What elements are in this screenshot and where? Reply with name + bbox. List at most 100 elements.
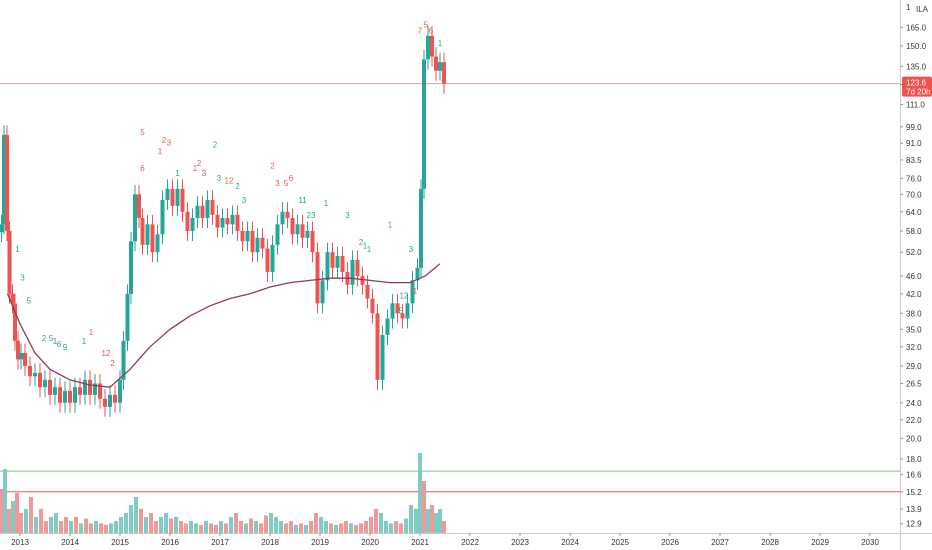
y-tick-label: 99.0 [906, 123, 922, 132]
volume-bar [359, 523, 363, 533]
candle-body [430, 35, 434, 57]
x-tick-label: 2016 [161, 538, 179, 547]
count-label: 2 [213, 141, 218, 150]
count-label: 2 [359, 238, 364, 247]
candle-body [315, 252, 320, 304]
volume-bar [79, 523, 83, 533]
y-tick-label: 16.6 [906, 471, 922, 480]
x-tick-label: 2017 [211, 538, 229, 547]
x-tick-label: 2013 [11, 538, 29, 547]
candle-body [285, 211, 290, 218]
volume-bar [239, 521, 243, 533]
count-label: 11 [298, 196, 307, 205]
count-label: 6 [429, 26, 434, 35]
volume-bar [199, 525, 203, 533]
count-label: 3 [345, 211, 350, 220]
volume-bar [64, 517, 68, 533]
candle-body [78, 387, 82, 395]
candle-body [125, 293, 130, 341]
candle-body [53, 387, 57, 395]
candle-body [365, 284, 370, 299]
y-tick-label: 135.0 [906, 62, 927, 71]
volume-bar [179, 521, 183, 533]
count-label: 2 [270, 161, 275, 170]
volume-bar [154, 521, 158, 533]
candle-body [320, 280, 325, 304]
volume-bar [279, 521, 283, 533]
volume-bar [99, 523, 103, 533]
volume-bar [384, 521, 388, 533]
candle-body [422, 59, 426, 189]
x-tick-label: 2030 [861, 538, 879, 547]
candle-body [438, 62, 442, 71]
volume-bar [418, 453, 422, 533]
candle-body [215, 214, 220, 228]
count-label: 6 [140, 164, 145, 173]
candle-body [245, 230, 250, 242]
volume-bar [369, 517, 373, 533]
volume-bar [329, 523, 333, 533]
volume-bar [164, 513, 168, 533]
volume-layer [0, 453, 446, 533]
volume-bar [119, 517, 123, 533]
y-tick-label: 64.0 [906, 208, 922, 217]
count-label: 2 [197, 159, 202, 168]
moving-average-layer [6, 263, 441, 388]
volume-bar [174, 517, 178, 533]
volume-bar [339, 523, 343, 533]
candle-body [28, 365, 32, 377]
candle-body [380, 334, 385, 380]
candle-body [210, 199, 215, 215]
candle-body [442, 62, 446, 84]
last-price-label: 123.6 [906, 79, 927, 88]
volume-bar [29, 497, 33, 533]
volume-bar [114, 521, 118, 533]
volume-bar [404, 518, 408, 533]
count-label: 1 [438, 39, 443, 48]
volume-bar [254, 521, 258, 533]
count-label: 2 [235, 182, 240, 191]
candle-body [355, 259, 360, 277]
candle-body [140, 217, 145, 245]
volume-bar [304, 525, 308, 533]
volume-bar [109, 523, 113, 533]
candle-body [98, 383, 102, 399]
candle-body [38, 372, 42, 388]
count-label: 9 [63, 343, 68, 352]
volume-bar [15, 493, 19, 533]
candle-body [175, 188, 180, 206]
x-tick-label: 2015 [111, 538, 129, 547]
candle-body [10, 293, 15, 304]
volume-bar [354, 525, 358, 533]
candle-body [250, 230, 255, 253]
volume-bar [219, 521, 223, 533]
candle-body [305, 230, 310, 238]
volume-bar [159, 517, 163, 533]
last-price-bg [902, 76, 932, 97]
candle-body [5, 134, 9, 231]
count-label: 5 [49, 334, 54, 343]
candle-body [16, 340, 20, 360]
y-tick-label: 20.0 [906, 434, 922, 443]
volume-bar [229, 517, 233, 533]
candle-body [170, 188, 175, 206]
volume-bar [442, 521, 446, 533]
candle-body [133, 194, 137, 242]
candle-body [390, 303, 395, 319]
y-tick-label: 29.0 [906, 362, 922, 371]
candle-body [275, 224, 280, 245]
candle-body [108, 394, 112, 407]
volume-bar [422, 481, 426, 533]
count-label: 1 [363, 242, 368, 251]
volume-bar [134, 497, 138, 533]
candle-body [83, 379, 87, 395]
y-tick-label: 13.9 [906, 505, 922, 514]
volume-bar [379, 513, 383, 533]
candle-body [290, 217, 295, 235]
volume-bar [394, 521, 398, 533]
volume-bar [194, 523, 198, 533]
y-tick-label: 165.0 [906, 23, 927, 32]
y-tick-label: 52.0 [906, 248, 922, 257]
